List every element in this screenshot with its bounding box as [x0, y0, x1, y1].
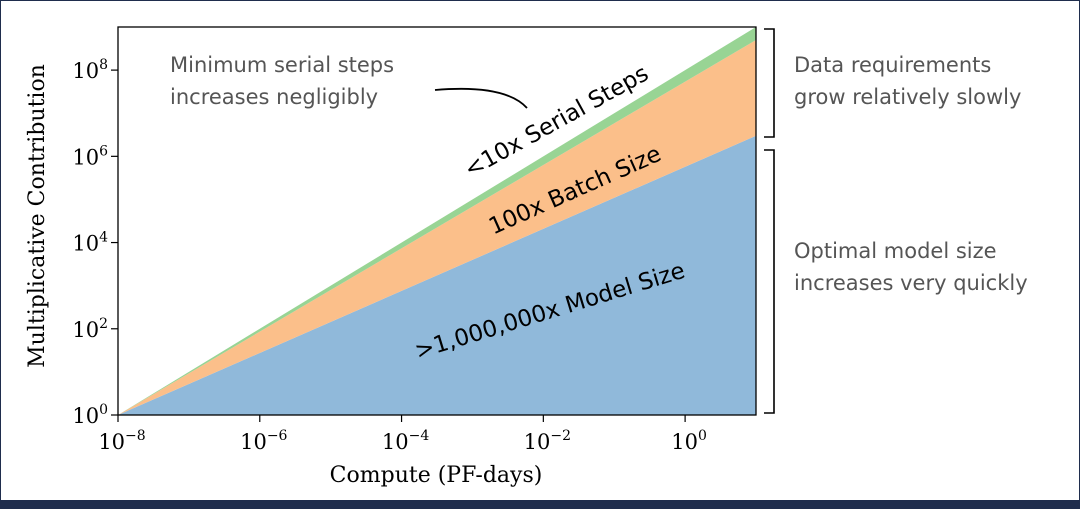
y-axis-label: Multiplicative Contribution [25, 64, 50, 368]
x-tick-label-0: 10−8 [98, 428, 145, 454]
x-tick-label-4: 100 [671, 428, 707, 454]
x-tick-label-3: 10−2 [524, 428, 571, 454]
y-tick-label-1: 102 [72, 316, 108, 342]
plot-frame [117, 26, 757, 416]
bracket-model-size [764, 149, 775, 414]
annotation-model-line1: Optimal model size [794, 239, 997, 263]
annotation-serial-line2: increases negligibly [170, 85, 378, 109]
annotation-serial-line1: Minimum serial steps [170, 53, 394, 77]
y-tick-label-3: 106 [72, 143, 108, 169]
annotation-data-line2: grow relatively slowly [794, 85, 1021, 109]
x-tick-label-1: 10−6 [240, 428, 287, 454]
annotation-model-line2: increases very quickly [794, 271, 1028, 295]
x-axis-ticks: 10−8 10−6 10−4 10−2 100 [98, 415, 707, 454]
annotation-serial-pointer-line [434, 87, 528, 109]
x-tick-label-2: 10−4 [382, 428, 429, 454]
y-tick-label-4: 108 [72, 57, 108, 83]
bracket-data-requirements [764, 28, 775, 138]
y-tick-label-0: 100 [72, 402, 108, 428]
annotation-data-line1: Data requirements [794, 53, 991, 77]
x-axis-label: Compute (PF-days) [330, 463, 543, 488]
bottom-frame-bar [0, 500, 1080, 509]
area-series-group [118, 27, 756, 416]
area-series-2 [118, 27, 756, 415]
y-axis-ticks: 100 102 104 106 108 [72, 57, 118, 428]
y-tick-label-2: 104 [72, 230, 108, 256]
